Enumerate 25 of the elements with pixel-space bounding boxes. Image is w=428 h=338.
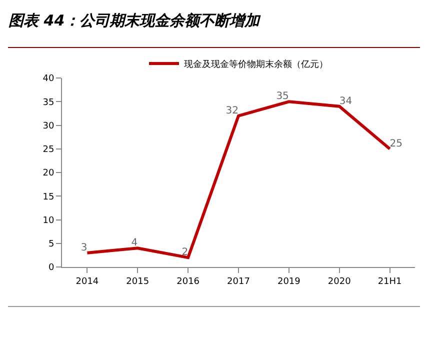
data-label: 2: [182, 247, 188, 258]
data-label: 34: [339, 96, 352, 107]
x-tick-label: 2019: [277, 276, 301, 287]
y-tick-label: 5: [48, 240, 54, 250]
y-tick-label: 40: [42, 74, 54, 84]
data-label: 3: [80, 242, 88, 254]
data-label: 32: [226, 105, 238, 116]
x-tick-label: 21H1: [378, 276, 402, 287]
data-label: 4: [131, 238, 138, 249]
chart-title: 图表 44：公司期末现金余额不断增加: [8, 12, 262, 30]
legend-label: 现金及现金等价物期末余额（亿元）: [184, 59, 328, 70]
data-label: 25: [390, 138, 403, 150]
x-tick-label: 2016: [176, 276, 200, 287]
y-tick-label: 25: [42, 145, 54, 156]
x-tick-label: 2017: [227, 276, 250, 287]
data-label: 35: [276, 91, 289, 102]
y-tick-label: 0: [48, 263, 54, 274]
x-tick-label: 2020: [328, 276, 352, 287]
y-tick-label: 35: [42, 98, 54, 108]
y-tick-label: 10: [42, 216, 54, 226]
x-tick-label: 2014: [76, 276, 99, 287]
y-tick-label: 30: [42, 121, 54, 132]
y-tick-label: 15: [42, 192, 54, 202]
y-tick-label: 20: [42, 168, 54, 179]
x-tick-label: 2015: [126, 276, 150, 287]
